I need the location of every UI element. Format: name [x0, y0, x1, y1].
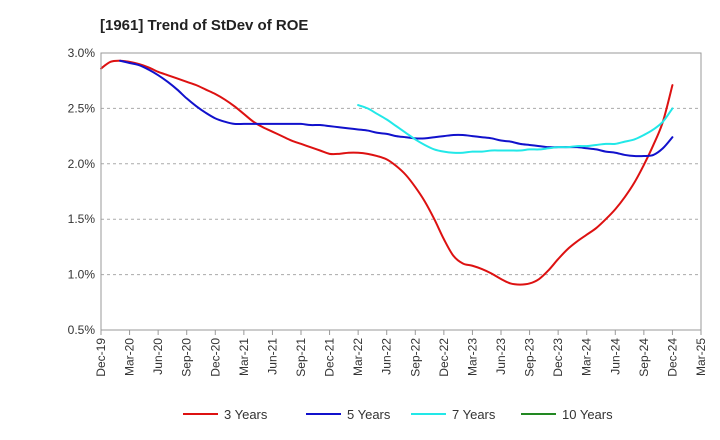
- series-line-3-years: [100, 59, 674, 286]
- x-tick-label: Jun-24: [608, 338, 622, 375]
- x-tick-label: Dec-19: [94, 338, 108, 377]
- x-tick-label: Jun-23: [494, 338, 508, 375]
- x-tick-label: Jun-21: [265, 338, 279, 375]
- x-tick-label: Dec-23: [551, 338, 565, 377]
- x-axis-tick-labels: Dec-19 Mar-20 Jun-20 Sep-20 Dec-20 Mar-21 Jun-…: [94, 330, 708, 377]
- legend-label-3-years: 3 Years: [224, 407, 268, 422]
- plot-area-border: [100, 52, 702, 331]
- x-tick-label: Sep-20: [180, 338, 194, 377]
- x-tick-label: Jun-20: [151, 338, 165, 375]
- y-axis-tick-labels: 0.5% 1.0% 1.5% 2.0% 2.5% 3.0%: [68, 46, 96, 337]
- series-line-5-years: [119, 59, 674, 158]
- x-tick-label: Mar-21: [237, 338, 251, 376]
- y-tick-label: 3.0%: [68, 46, 96, 60]
- y-tick-label: 1.0%: [68, 268, 96, 282]
- x-tick-label: Mar-24: [580, 338, 594, 376]
- x-tick-label: Dec-21: [323, 338, 337, 377]
- x-tick-label: Dec-22: [437, 338, 451, 377]
- grid-lines: [101, 107, 701, 276]
- legend: 3 Years 5 Years 7 Years 10 Years: [183, 407, 613, 422]
- x-tick-label: Sep-23: [523, 338, 537, 377]
- y-tick-label: 0.5%: [68, 323, 96, 337]
- x-tick-label: Sep-22: [408, 338, 422, 377]
- series-lines: [100, 59, 674, 286]
- y-tick-label: 1.5%: [68, 212, 96, 226]
- legend-label-7-years: 7 Years: [452, 407, 496, 422]
- y-tick-label: 2.5%: [68, 101, 96, 115]
- x-tick-label: Sep-24: [637, 338, 651, 377]
- x-tick-label: Dec-24: [665, 338, 679, 377]
- x-tick-label: Jun-22: [380, 338, 394, 375]
- x-tick-label: Dec-20: [208, 338, 222, 377]
- chart-title: [1961] Trend of StDev of ROE: [100, 17, 308, 34]
- x-tick-label: Mar-23: [465, 338, 479, 376]
- legend-label-5-years: 5 Years: [347, 407, 391, 422]
- x-tick-label: Mar-20: [123, 338, 137, 376]
- x-tick-label: Mar-22: [351, 338, 365, 376]
- x-tick-label: Mar-25: [694, 338, 708, 376]
- legend-label-10-years: 10 Years: [562, 407, 613, 422]
- series-line-7-years: [357, 104, 674, 154]
- x-tick-label: Sep-21: [294, 338, 308, 377]
- y-tick-label: 2.0%: [68, 157, 96, 171]
